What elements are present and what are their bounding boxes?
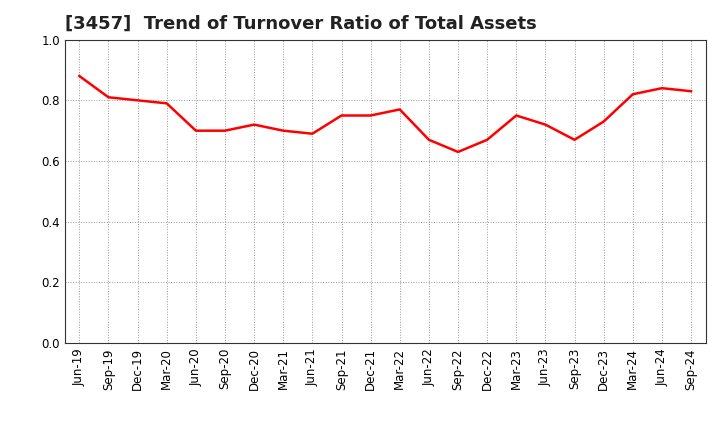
Text: [3457]  Trend of Turnover Ratio of Total Assets: [3457] Trend of Turnover Ratio of Total … xyxy=(65,15,536,33)
